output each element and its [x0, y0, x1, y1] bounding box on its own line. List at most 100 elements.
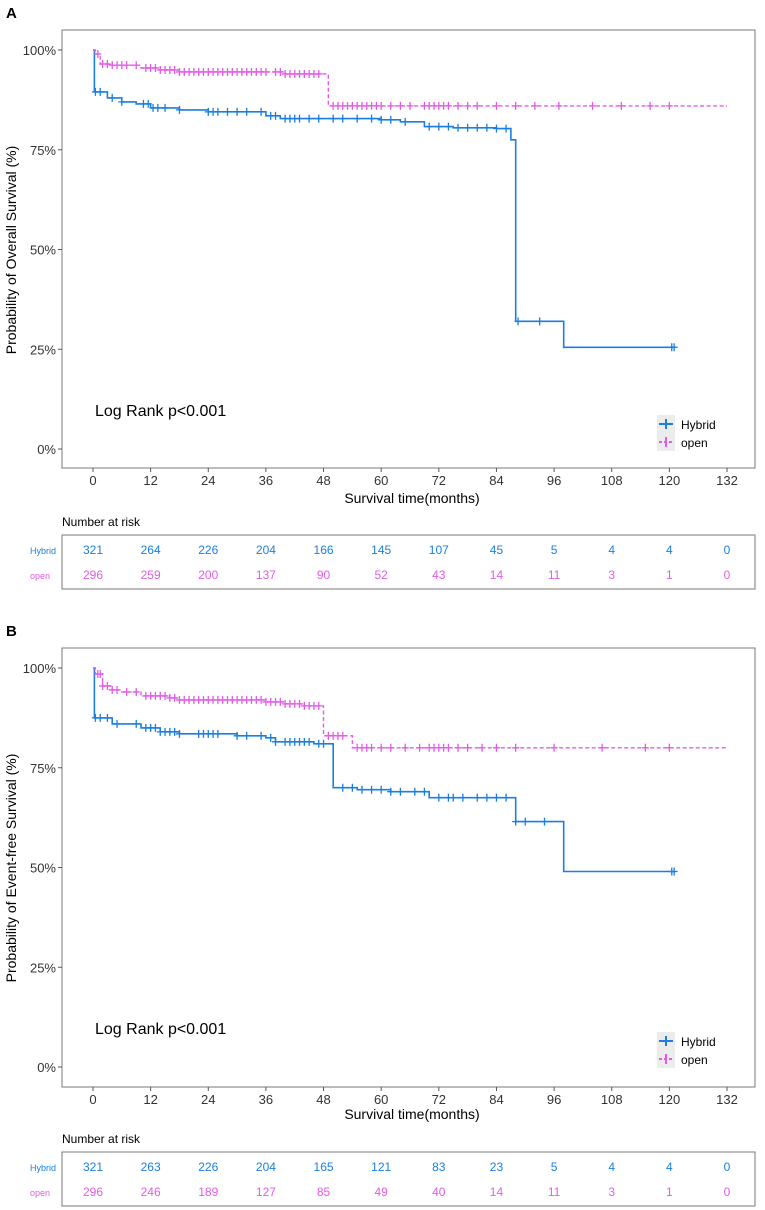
risk-value: 0 — [724, 543, 731, 557]
risk-value: 166 — [314, 543, 334, 557]
risk-row-label: Hybrid — [30, 1163, 56, 1173]
censor-mark-hybrid — [521, 817, 529, 826]
censor-mark-hybrid — [329, 114, 337, 123]
censor-mark-hybrid — [151, 723, 159, 732]
censor-mark-hybrid — [267, 733, 275, 742]
censor-mark-open — [103, 681, 111, 690]
y-tick-label: 0% — [37, 1060, 56, 1075]
censor-mark-open — [377, 101, 385, 110]
censor-mark-hybrid — [154, 103, 162, 112]
x-tick-label: 96 — [547, 1092, 561, 1107]
risk-value: 45 — [490, 543, 504, 557]
risk-value: 137 — [256, 568, 276, 582]
risk-value: 296 — [83, 568, 103, 582]
risk-table-frame — [61, 1151, 756, 1207]
censor-mark-hybrid — [396, 787, 404, 796]
censor-mark-open — [464, 101, 472, 110]
censor-mark-open — [315, 701, 323, 710]
y-axis-label: Probability of Event-free Survival (%) — [3, 754, 19, 983]
risk-value: 204 — [256, 1160, 276, 1174]
censor-mark-open — [589, 101, 597, 110]
censor-mark-hybrid — [377, 785, 385, 794]
y-axis-label: Probability of Overall Survival (%) — [3, 146, 19, 355]
log-rank-annotation: Log Rank p<0.001 — [95, 403, 226, 420]
legend: Hybrid open — [657, 1032, 716, 1068]
x-tick-label: 108 — [601, 1092, 623, 1107]
censor-mark-open — [444, 101, 452, 110]
risk-table-frame — [61, 534, 756, 590]
risk-value: 85 — [317, 1185, 331, 1199]
censor-mark-hybrid — [96, 87, 104, 96]
censor-mark-hybrid — [272, 737, 280, 746]
risk-value: 4 — [666, 1160, 673, 1174]
risk-value: 189 — [198, 1185, 218, 1199]
censor-mark-open — [598, 743, 606, 752]
series-line-open — [93, 667, 727, 749]
censor-mark-hybrid — [296, 114, 304, 123]
censor-mark-open — [276, 697, 284, 706]
censor-mark-hybrid — [358, 785, 366, 794]
risk-table-title: Number at risk — [62, 515, 141, 529]
censor-mark-hybrid — [257, 731, 265, 740]
censor-mark-open — [531, 101, 539, 110]
censor-mark-open — [113, 685, 121, 694]
legend: Hybrid open — [657, 415, 716, 451]
risk-row-label: Hybrid — [30, 546, 56, 556]
censor-mark-open — [257, 695, 265, 704]
censor-mark-hybrid — [670, 343, 678, 352]
legend-label-hybrid: Hybrid — [681, 418, 716, 432]
censor-mark-open — [665, 743, 673, 752]
risk-row-label: open — [30, 1188, 50, 1198]
risk-value: 49 — [375, 1185, 389, 1199]
censor-mark-open — [454, 101, 462, 110]
risk-value: 226 — [198, 1160, 218, 1174]
censor-mark-open — [262, 67, 270, 76]
censor-mark-hybrid — [214, 729, 222, 738]
risk-value: 52 — [375, 568, 389, 582]
risk-value: 1 — [666, 1185, 673, 1199]
censor-mark-open — [368, 743, 376, 752]
censor-mark-open — [550, 743, 558, 752]
censor-mark-hybrid — [540, 817, 548, 826]
x-tick-label: 36 — [259, 1092, 273, 1107]
risk-value: 5 — [551, 543, 558, 557]
x-tick-label: 120 — [659, 1092, 681, 1107]
censor-mark-hybrid — [339, 783, 347, 792]
x-tick-label: 108 — [601, 473, 623, 488]
censor-mark-open — [396, 101, 404, 110]
x-tick-label: 120 — [659, 473, 681, 488]
censor-mark-hybrid — [305, 114, 313, 123]
panel-b: B Probability of Event-free Survival (%)… — [3, 623, 756, 1207]
censor-mark-hybrid — [243, 731, 251, 740]
y-tick-label: 50% — [30, 243, 56, 258]
censor-mark-open — [665, 101, 673, 110]
censor-mark-open — [132, 61, 140, 70]
censor-mark-open — [646, 101, 654, 110]
censor-mark-hybrid — [377, 115, 385, 124]
censor-mark-hybrid — [257, 107, 265, 116]
y-tick-label: 75% — [30, 143, 56, 158]
censor-mark-open — [387, 101, 395, 110]
censor-mark-hybrid — [339, 114, 347, 123]
risk-value: 0 — [724, 568, 731, 582]
censor-mark-hybrid — [233, 107, 241, 116]
x-tick-label: 84 — [489, 473, 503, 488]
censor-mark-open — [444, 743, 452, 752]
censor-mark-open — [454, 743, 462, 752]
risk-value: 90 — [317, 568, 331, 582]
risk-value: 1 — [666, 568, 673, 582]
risk-value: 83 — [432, 1160, 446, 1174]
censor-mark-hybrid — [449, 793, 457, 802]
censor-mark-hybrid — [464, 123, 472, 132]
risk-value: 264 — [141, 543, 161, 557]
risk-value: 246 — [141, 1185, 161, 1199]
survival-curves — [91, 49, 727, 352]
censor-mark-hybrid — [175, 105, 183, 114]
y-tick-label: 25% — [30, 960, 56, 975]
censor-mark-hybrid — [483, 123, 491, 132]
censor-mark-hybrid — [502, 124, 510, 133]
censor-mark-open — [161, 691, 169, 700]
risk-value: 204 — [256, 543, 276, 557]
x-tick-label: 24 — [201, 1092, 215, 1107]
risk-value: 0 — [724, 1160, 731, 1174]
